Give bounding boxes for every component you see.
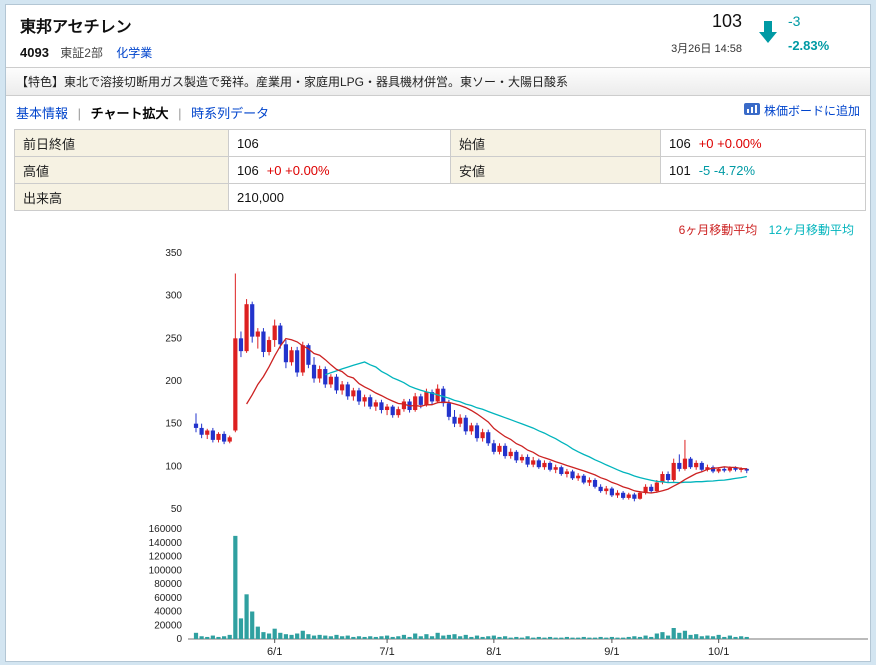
volume-label: 出来高 [14,183,229,211]
stock-name: 東邦アセチレン [20,19,132,36]
candlestick-chart: 350 300 250 200 150 100 50 160000 140000 120000 10… [149,248,868,658]
prev-close-value: 106 [228,129,451,157]
company-feature-text: 【特色】東北で溶接切断用ガス製造で発祥。産業用・家庭用LPG・器具機材併営。東ソ… [6,67,870,96]
stock-subline: 4093 東証2部 化学業 [20,44,870,61]
low-number: 101 [669,162,691,178]
nav-chart-enlarge[interactable]: チャート拡大 [90,106,169,121]
volume-number: 210,000 [237,189,284,205]
prev-close-label: 前日終値 [14,129,229,157]
high-number: 106 [237,162,259,178]
price-change-block: -3 -2.83% [788,13,848,53]
stock-chart-section: 6ヶ月移動平均 12ヶ月移動平均 350 300 250 200 150 100 50 160… [6,217,870,661]
svg-text:300: 300 [165,291,182,302]
stock-header: 東邦アセチレン 4093 東証2部 化学業 103 3月26日 14:58 -3… [6,5,870,67]
industry-link[interactable]: 化学業 [116,46,153,60]
svg-text:120000: 120000 [149,552,183,563]
quote-datetime: 3月26日 14:58 [671,43,742,55]
svg-text:40000: 40000 [154,607,182,618]
current-price-block: 103 3月26日 14:58 [671,11,742,56]
high-change: +0 +0.00% [266,162,330,178]
svg-text:7/1: 7/1 [379,646,394,658]
price-board-icon [743,103,760,118]
price-change-percent: -2.83% [788,38,830,53]
svg-text:200: 200 [165,376,182,387]
svg-text:140000: 140000 [149,538,183,549]
stock-page: 東邦アセチレン 4093 東証2部 化学業 103 3月26日 14:58 -3… [5,4,871,662]
low-value: 101 -5 -4.72% [660,156,866,184]
add-to-price-board-link[interactable]: 株価ボードに追加 [743,102,860,119]
svg-text:20000: 20000 [154,620,182,631]
svg-text:10/1: 10/1 [708,646,729,658]
svg-text:0: 0 [176,634,182,645]
table-row: 前日終値 106 始値 106 +0 +0.00% [14,129,866,157]
svg-text:250: 250 [165,333,182,344]
low-label: 安値 [450,156,661,184]
nav-basic-info[interactable]: 基本情報 [16,106,69,121]
nav-separator: | [178,106,182,121]
low-change: -5 -4.72% [698,162,756,178]
open-change: +0 +0.00% [698,135,762,151]
quote-nav: 基本情報 | チャート拡大 | 時系列データ 株価ボードに追加 [6,96,870,128]
table-row: 出来高 210,000 [14,183,866,211]
nav-timeseries[interactable]: 時系列データ [191,106,270,121]
prev-close-number: 106 [237,135,259,151]
stock-market: 東証2部 [60,46,103,60]
svg-text:100000: 100000 [149,565,183,576]
svg-text:350: 350 [165,248,182,259]
chart-legend: 6ヶ月移動平均 12ヶ月移動平均 [671,221,854,238]
open-value: 106 +0 +0.00% [660,129,866,157]
open-label: 始値 [450,129,661,157]
table-row: 高値 106 +0 +0.00% 安値 101 -5 -4.72% [14,156,866,184]
add-to-price-board-label: 株価ボードに追加 [763,104,860,118]
nav-separator: | [77,106,82,121]
svg-text:9/1: 9/1 [604,646,619,658]
svg-text:50: 50 [171,504,183,515]
svg-text:60000: 60000 [154,593,182,604]
svg-text:100: 100 [165,461,182,472]
quote-table: 前日終値 106 始値 106 +0 +0.00% 高値 106 +0 +0.00%… [14,129,866,211]
current-price: 103 [711,11,742,31]
stock-code: 4093 [20,45,49,60]
legend-ma-6month: 6ヶ月移動平均 [678,223,758,237]
svg-text:6/1: 6/1 [267,646,282,658]
svg-text:80000: 80000 [154,579,182,590]
price-change: -3 [788,13,801,29]
svg-text:150: 150 [165,419,182,430]
legend-ma-12month: 12ヶ月移動平均 [768,223,854,237]
price-down-arrow-icon [758,19,778,45]
svg-text:8/1: 8/1 [486,646,501,658]
open-number: 106 [669,135,691,151]
svg-text:160000: 160000 [149,524,183,535]
volume-value: 210,000 [228,183,866,211]
high-label: 高値 [14,156,229,184]
high-value: 106 +0 +0.00% [228,156,451,184]
